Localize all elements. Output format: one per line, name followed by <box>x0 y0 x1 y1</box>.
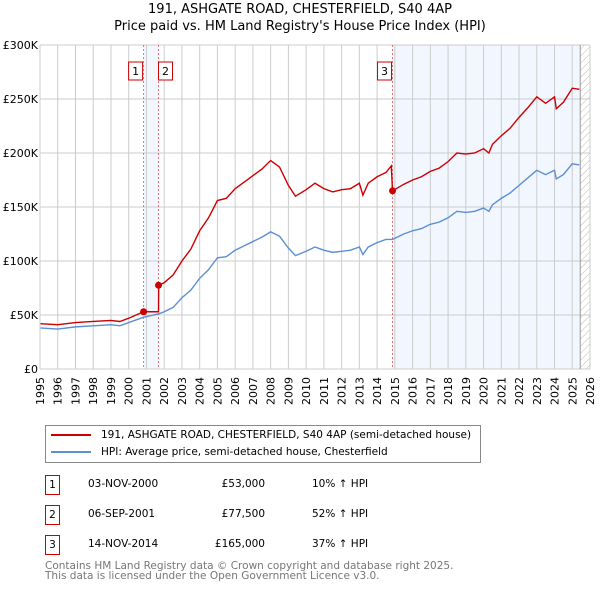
sale-point <box>155 281 163 289</box>
sale-hpi-diff: 10% ↑ HPI <box>312 478 369 490</box>
y-tick-label: £250K <box>3 93 39 106</box>
legend-blue-line <box>51 451 91 453</box>
legend-red-line <box>51 434 91 436</box>
sale-label: 1 <box>132 65 139 78</box>
x-tick-label: 2009 <box>282 377 295 405</box>
sale-row: 1 03-NOV-2000 £53,000 10% ↑ HPI <box>45 475 445 495</box>
sale-point <box>389 187 397 195</box>
x-tick-label: 1995 <box>34 377 47 405</box>
legend: 191, ASHGATE ROAD, CHESTERFIELD, S40 4AP… <box>45 425 481 463</box>
x-tick-label: 2025 <box>566 377 579 405</box>
x-tick-label: 2010 <box>300 377 313 405</box>
sale-date: 14-NOV-2014 <box>88 538 159 550</box>
x-tick-label: 2021 <box>495 377 508 405</box>
x-tick-label: 2011 <box>318 377 331 405</box>
sale-price: £53,000 <box>221 478 265 490</box>
sale-hpi-diff: 37% ↑ HPI <box>312 538 369 550</box>
legend-hpi: HPI: Average price, semi-detached house,… <box>101 446 388 458</box>
x-tick-label: 1997 <box>69 377 82 405</box>
x-tick-label: 2004 <box>194 377 207 405</box>
x-tick-label: 2024 <box>549 377 562 405</box>
y-tick-label: £300K <box>3 39 39 52</box>
price-chart: 1995 1996 1997 1998 1999 2000 2001 2002 2003 2004… <box>3 39 597 405</box>
x-tick-label: 2006 <box>229 377 242 405</box>
x-tick-label: 2016 <box>407 377 420 405</box>
x-tick-label: 2014 <box>371 377 384 405</box>
legend-property: 191, ASHGATE ROAD, CHESTERFIELD, S40 4AP… <box>101 429 472 441</box>
sale-point <box>140 308 148 316</box>
x-tick-label: 2002 <box>158 377 171 405</box>
y-tick-label: £100K <box>3 255 39 268</box>
hpi-line <box>39 163 580 330</box>
x-tick-label: 2003 <box>176 377 189 405</box>
x-tick-label: 2008 <box>265 377 278 405</box>
x-tick-label: 2018 <box>442 377 455 405</box>
chart-title: 191, ASHGATE ROAD, CHESTERFIELD, S40 4AP <box>148 2 452 17</box>
y-tick-label: £200K <box>3 147 39 160</box>
sale-date: 03-NOV-2000 <box>88 478 159 490</box>
sale-date: 06-SEP-2001 <box>88 508 156 520</box>
footer: Contains HM Land Registry data © Crown c… <box>45 560 454 582</box>
x-tick-label: 2005 <box>211 377 224 405</box>
x-tick-label: 2007 <box>247 377 260 405</box>
chart-subtitle: Price paid vs. HM Land Registry's House … <box>114 19 486 34</box>
x-tick-label: 2017 <box>424 377 437 405</box>
sale-row: 2 06-SEP-2001 £77,500 52% ↑ HPI <box>45 505 445 525</box>
sale-price: £165,000 <box>214 538 265 550</box>
sale-label-box <box>158 61 174 81</box>
x-tick-label: 1996 <box>52 377 65 405</box>
sale-price: £77,500 <box>221 508 265 520</box>
x-tick-label: 2013 <box>353 377 366 405</box>
x-tick-label: 2012 <box>336 377 349 405</box>
sale-label: 3 <box>381 65 388 78</box>
x-tick-label: 2001 <box>140 377 153 405</box>
x-tick-label: 2019 <box>460 377 473 405</box>
x-tick-label: 1998 <box>87 377 100 405</box>
footer-licence: This data is licensed under the Open Gov… <box>45 570 380 582</box>
sale-label-box <box>377 61 393 81</box>
x-tick-label: 2023 <box>531 377 544 405</box>
sale-hpi-diff: 52% ↑ HPI <box>312 508 369 520</box>
sale-number-badge: 1 <box>45 475 60 495</box>
x-tick-label: 2026 <box>584 377 597 405</box>
sale-number-badge: 2 <box>45 505 60 525</box>
sale-label: 2 <box>162 65 169 78</box>
x-tick-label: 1999 <box>105 377 118 405</box>
x-tick-label: 2000 <box>123 377 136 405</box>
sale-row: 3 14-NOV-2014 £165,000 37% ↑ HPI <box>45 535 445 555</box>
footer-copyright: Contains HM Land Registry data © Crown c… <box>45 560 454 572</box>
y-tick-label: £0 <box>24 363 38 376</box>
y-tick-label: £50K <box>10 309 39 322</box>
y-tick-label: £150K <box>3 201 39 214</box>
price-paid-line <box>39 87 580 326</box>
x-tick-label: 2020 <box>478 377 491 405</box>
sale-label-box <box>128 61 144 81</box>
sale-number-badge: 3 <box>45 535 60 555</box>
x-tick-label: 2022 <box>513 377 526 405</box>
x-tick-label: 2015 <box>389 377 402 405</box>
